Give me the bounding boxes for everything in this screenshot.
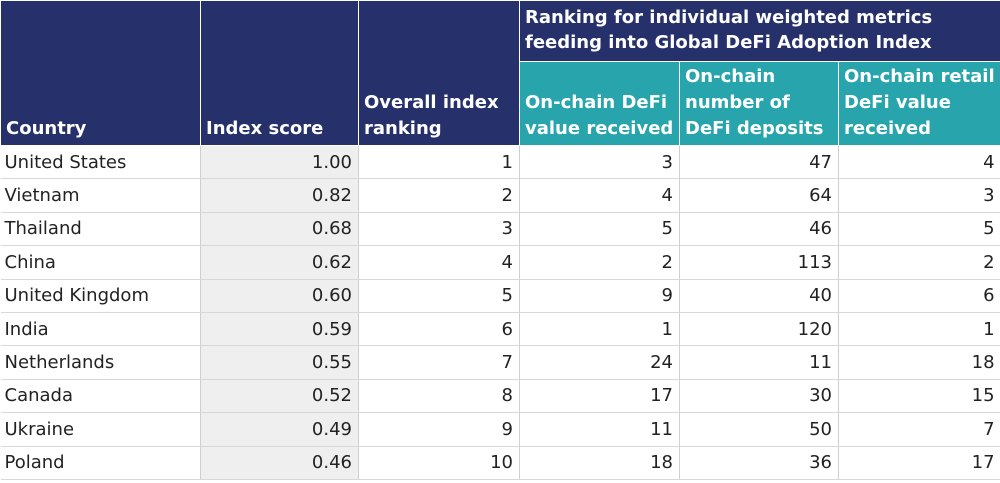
cell-index-score[interactable]: 0.55 bbox=[200, 345, 359, 380]
cell-overall-rank[interactable]: 3 bbox=[358, 212, 520, 247]
cell-index-score[interactable]: 0.62 bbox=[200, 245, 359, 280]
header-overall-ranking[interactable]: Overall index ranking bbox=[358, 0, 520, 146]
cell-deposits-rank[interactable]: 46 bbox=[679, 212, 839, 247]
cell-country[interactable]: Netherlands bbox=[0, 345, 201, 380]
cell-retail-rank[interactable]: 18 bbox=[838, 345, 1000, 380]
cell-index-score[interactable]: 0.59 bbox=[200, 312, 359, 347]
cell-deposits-rank[interactable]: 64 bbox=[679, 178, 839, 213]
cell-index-score[interactable]: 0.82 bbox=[200, 178, 359, 213]
table-row[interactable]: China 0.62 4 2 113 2 bbox=[0, 245, 1000, 280]
cell-country[interactable]: China bbox=[0, 245, 201, 280]
table-row[interactable]: Ukraine 0.49 9 11 50 7 bbox=[0, 412, 1000, 447]
cell-value-received-rank[interactable]: 9 bbox=[519, 279, 680, 313]
cell-retail-rank[interactable]: 7 bbox=[838, 412, 1000, 447]
cell-retail-rank[interactable]: 5 bbox=[838, 212, 1000, 247]
cell-deposits-rank[interactable]: 120 bbox=[679, 312, 839, 347]
cell-retail-rank[interactable]: 4 bbox=[838, 145, 1000, 180]
cell-retail-rank[interactable]: 6 bbox=[838, 279, 1000, 313]
header-index-score[interactable]: Index score bbox=[200, 0, 359, 146]
cell-country[interactable]: Canada bbox=[0, 379, 201, 414]
cell-country[interactable]: India bbox=[0, 312, 201, 347]
cell-overall-rank[interactable]: 10 bbox=[358, 446, 520, 480]
table-row[interactable]: United States 1.00 1 3 47 4 bbox=[0, 145, 1000, 180]
cell-retail-rank[interactable]: 2 bbox=[838, 245, 1000, 280]
cell-value-received-rank[interactable]: 2 bbox=[519, 245, 680, 280]
cell-country[interactable]: Thailand bbox=[0, 212, 201, 247]
header-deposits[interactable]: On-chain number of DeFi deposits bbox=[679, 61, 839, 146]
cell-country[interactable]: Ukraine bbox=[0, 412, 201, 447]
cell-country[interactable]: Poland bbox=[0, 446, 201, 480]
cell-value-received-rank[interactable]: 17 bbox=[519, 379, 680, 414]
table-row[interactable]: India 0.59 6 1 120 1 bbox=[0, 312, 1000, 347]
cell-value-received-rank[interactable]: 24 bbox=[519, 345, 680, 380]
cell-deposits-rank[interactable]: 30 bbox=[679, 379, 839, 414]
cell-overall-rank[interactable]: 1 bbox=[358, 145, 520, 180]
cell-deposits-rank[interactable]: 113 bbox=[679, 245, 839, 280]
cell-value-received-rank[interactable]: 3 bbox=[519, 145, 680, 180]
cell-retail-rank[interactable]: 3 bbox=[838, 178, 1000, 213]
cell-index-score[interactable]: 1.00 bbox=[200, 145, 359, 180]
cell-value-received-rank[interactable]: 4 bbox=[519, 178, 680, 213]
cell-overall-rank[interactable]: 5 bbox=[358, 279, 520, 313]
cell-value-received-rank[interactable]: 18 bbox=[519, 446, 680, 480]
cell-overall-rank[interactable]: 6 bbox=[358, 312, 520, 347]
cell-overall-rank[interactable]: 7 bbox=[358, 345, 520, 380]
cell-overall-rank[interactable]: 8 bbox=[358, 379, 520, 414]
table-header: Country Index score Overall index rankin… bbox=[0, 0, 1000, 146]
cell-deposits-rank[interactable]: 47 bbox=[679, 145, 839, 180]
header-row-sub: On-chain DeFi value received On-chain nu… bbox=[1, 61, 1000, 146]
cell-retail-rank[interactable]: 1 bbox=[838, 312, 1000, 347]
header-retail[interactable]: On-chain retail DeFi value received bbox=[837, 61, 1000, 146]
cell-country[interactable]: United Kingdom bbox=[0, 279, 201, 313]
cell-index-score[interactable]: 0.46 bbox=[200, 446, 359, 480]
cell-deposits-rank[interactable]: 36 bbox=[679, 446, 839, 480]
cell-value-received-rank[interactable]: 11 bbox=[519, 412, 680, 447]
cell-retail-rank[interactable]: 15 bbox=[838, 379, 1000, 414]
cell-overall-rank[interactable]: 9 bbox=[358, 412, 520, 447]
table-row[interactable]: Canada 0.52 8 17 30 15 bbox=[0, 379, 1000, 414]
table-row[interactable]: Thailand 0.68 3 5 46 5 bbox=[0, 212, 1000, 247]
cell-deposits-rank[interactable]: 40 bbox=[679, 279, 839, 313]
cell-country[interactable]: Vietnam bbox=[0, 178, 201, 213]
table-row[interactable]: Vietnam 0.82 2 4 64 3 bbox=[0, 178, 1000, 213]
header-country[interactable]: Country bbox=[0, 0, 201, 146]
header-value-received[interactable]: On-chain DeFi value received bbox=[519, 61, 680, 146]
header-metric-group: Ranking for individual weighted metrics … bbox=[518, 0, 1000, 62]
cell-deposits-rank[interactable]: 11 bbox=[679, 345, 839, 380]
header-row-top: Country Index score Overall index rankin… bbox=[0, 0, 1000, 146]
cell-overall-rank[interactable]: 4 bbox=[358, 245, 520, 280]
cell-overall-rank[interactable]: 2 bbox=[358, 178, 520, 213]
cell-index-score[interactable]: 0.68 bbox=[200, 212, 359, 247]
cell-index-score[interactable]: 0.60 bbox=[200, 279, 359, 313]
table-body: United States 1.00 1 3 47 4 Vietnam 0.82 2 4 64 3 Th… bbox=[0, 145, 1000, 480]
table-row[interactable]: Poland 0.46 10 18 36 17 bbox=[0, 446, 1000, 480]
table-row[interactable]: Netherlands 0.55 7 24 11 18 bbox=[0, 345, 1000, 380]
cell-retail-rank[interactable]: 17 bbox=[838, 446, 1000, 480]
cell-deposits-rank[interactable]: 50 bbox=[679, 412, 839, 447]
table-row[interactable]: United Kingdom 0.60 5 9 40 6 bbox=[0, 279, 1000, 313]
cell-index-score[interactable]: 0.52 bbox=[200, 379, 359, 414]
cell-value-received-rank[interactable]: 5 bbox=[519, 212, 680, 247]
cell-country[interactable]: United States bbox=[0, 145, 201, 180]
cell-index-score[interactable]: 0.49 bbox=[200, 412, 359, 447]
cell-value-received-rank[interactable]: 1 bbox=[519, 312, 680, 347]
